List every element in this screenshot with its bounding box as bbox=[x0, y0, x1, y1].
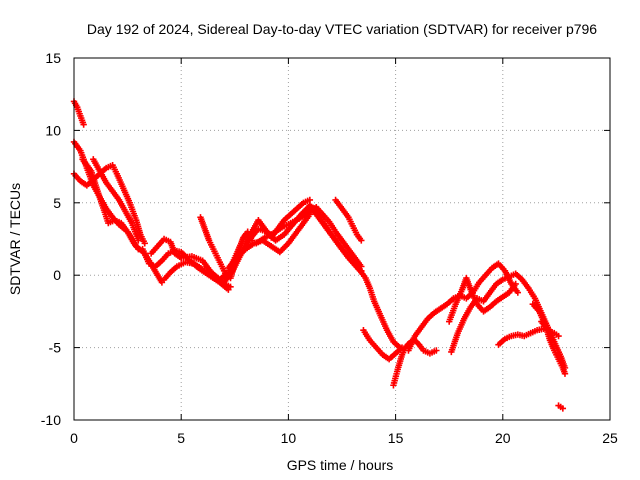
x-axis-title: GPS time / hours bbox=[287, 457, 394, 473]
data-point bbox=[306, 196, 314, 204]
data-point bbox=[555, 332, 562, 340]
x-tick-label: 0 bbox=[70, 430, 78, 446]
series-arc-16 bbox=[332, 196, 365, 244]
y-tick-label: 15 bbox=[45, 50, 61, 66]
series-arc-18 bbox=[390, 337, 440, 389]
series-arc-5 bbox=[90, 156, 142, 244]
y-axis-title: SDTVAR / TECUs bbox=[7, 183, 23, 295]
data-point bbox=[433, 347, 440, 354]
data-point bbox=[514, 289, 522, 296]
x-tick-label: 25 bbox=[602, 430, 618, 446]
series-arc-3 bbox=[70, 161, 148, 247]
series-arc-13 bbox=[253, 203, 365, 270]
series-arc-15 bbox=[306, 202, 365, 275]
data-point bbox=[559, 405, 567, 412]
series-arc-21 bbox=[446, 274, 519, 325]
x-tick-label: 5 bbox=[177, 430, 185, 446]
x-tick-label: 20 bbox=[495, 430, 511, 446]
data-point bbox=[358, 267, 365, 275]
series-arc-24 bbox=[538, 318, 562, 340]
axis-ticks: 0 5 10 15 20 25 -10 -5 0 5 10 15 bbox=[41, 50, 618, 446]
series-arc-23 bbox=[529, 300, 569, 377]
data-point bbox=[80, 121, 87, 128]
data-point bbox=[512, 280, 519, 288]
series-arc-4 bbox=[79, 156, 142, 253]
data-point bbox=[227, 283, 234, 290]
y-tick-label: -10 bbox=[41, 412, 61, 428]
plot-frame bbox=[73, 57, 611, 421]
chart-title: Day 192 of 2024, Sidereal Day-to-day VTE… bbox=[87, 21, 597, 37]
data-point bbox=[561, 370, 569, 377]
data-point bbox=[141, 240, 148, 247]
y-tick-label: 5 bbox=[53, 195, 61, 211]
y-tick-label: -5 bbox=[49, 340, 62, 356]
series-arc-17 bbox=[360, 327, 406, 363]
series-arc-25 bbox=[555, 402, 567, 412]
x-tick-label: 10 bbox=[281, 430, 297, 446]
series-arc-1 bbox=[70, 98, 87, 128]
data-point bbox=[135, 237, 142, 244]
y-tick-label: 10 bbox=[45, 122, 61, 138]
grid bbox=[74, 58, 610, 420]
x-tick-label: 15 bbox=[388, 430, 404, 446]
data-point bbox=[358, 237, 365, 244]
series-arc-22 bbox=[495, 325, 547, 348]
y-tick-label: 0 bbox=[53, 267, 61, 283]
data-points bbox=[70, 98, 569, 412]
